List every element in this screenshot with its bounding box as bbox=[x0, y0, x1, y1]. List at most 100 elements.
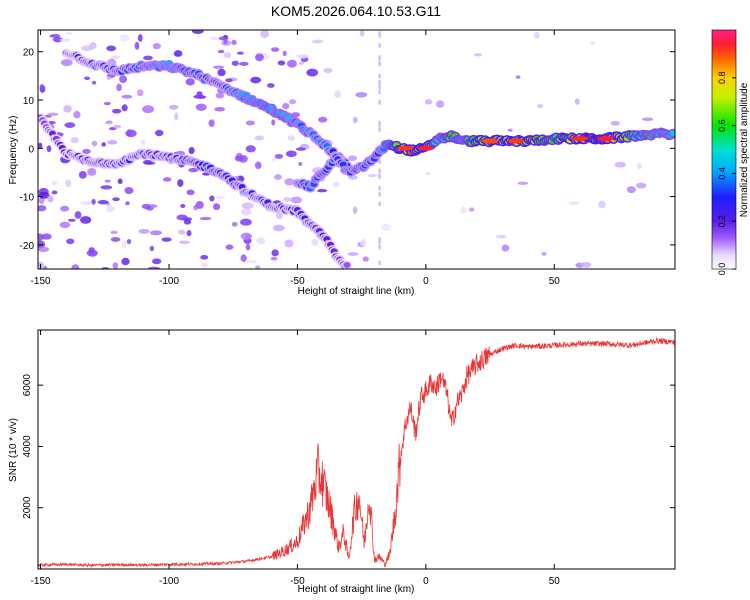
noise-blob bbox=[378, 79, 381, 85]
noise-blob bbox=[245, 120, 256, 126]
noise-blob bbox=[59, 38, 71, 42]
noise-blob bbox=[234, 155, 244, 162]
noise-blob bbox=[378, 185, 381, 191]
spectrogram-y-tick-label: 20 bbox=[23, 48, 35, 59]
noise-blob bbox=[295, 54, 307, 58]
spectrogram-x-tick-label: -100 bbox=[159, 276, 179, 287]
noise-blob bbox=[121, 257, 130, 266]
snr-x-tick-label: -100 bbox=[159, 576, 179, 587]
spectrogram-y-tick-label: -20 bbox=[20, 241, 35, 252]
colorbar-gradient bbox=[711, 29, 737, 270]
noise-blob bbox=[136, 89, 144, 97]
noise-blob bbox=[270, 47, 280, 52]
noise-blob bbox=[149, 245, 155, 252]
noise-blob bbox=[119, 75, 128, 83]
noise-blob bbox=[641, 117, 654, 121]
noise-blob bbox=[285, 150, 297, 158]
noise-blob bbox=[240, 207, 252, 216]
noise-blob bbox=[256, 237, 266, 245]
trace-peak bbox=[571, 136, 588, 142]
noise-blob bbox=[378, 99, 381, 105]
noise-blob bbox=[103, 101, 111, 106]
noise-blob bbox=[106, 45, 117, 52]
trace-peak bbox=[597, 136, 614, 142]
noise-blob bbox=[126, 238, 132, 245]
noise-blob bbox=[185, 78, 195, 86]
noise-blob bbox=[515, 75, 521, 80]
noise-blob bbox=[255, 265, 261, 269]
noise-blob bbox=[460, 206, 467, 214]
noise-blob bbox=[210, 36, 219, 41]
noise-blob bbox=[70, 136, 79, 144]
noise-blob bbox=[533, 31, 540, 39]
noise-blob bbox=[590, 41, 596, 46]
noise-blob bbox=[298, 61, 305, 65]
spectrogram-y-label: Frequency (Hz) bbox=[8, 116, 19, 185]
noise-blob bbox=[73, 110, 81, 119]
noise-blob bbox=[425, 171, 431, 176]
noise-blob bbox=[318, 116, 328, 123]
noise-blob bbox=[239, 61, 249, 66]
noise-blob bbox=[240, 218, 252, 226]
noise-blob bbox=[178, 229, 186, 235]
noise-blob bbox=[271, 119, 276, 126]
noise-blob bbox=[60, 59, 73, 67]
noise-blob bbox=[47, 195, 54, 203]
noise-blob bbox=[378, 89, 381, 95]
noise-blob bbox=[378, 239, 381, 245]
noise-blob bbox=[91, 198, 96, 205]
noise-blob bbox=[152, 43, 161, 50]
spectrogram-x-label: Height of straight line (km) bbox=[298, 286, 415, 297]
noise-blob bbox=[231, 221, 238, 227]
noise-blob bbox=[355, 91, 368, 98]
noise-blob bbox=[142, 160, 153, 165]
noise-blob bbox=[245, 243, 251, 251]
noise-blob bbox=[199, 216, 212, 221]
noise-blob bbox=[212, 203, 221, 211]
noise-blob bbox=[142, 105, 155, 114]
noise-blob bbox=[209, 195, 215, 202]
colorbar-tick-label: 0.4 bbox=[717, 167, 727, 180]
noise-blob bbox=[112, 262, 119, 269]
noise-blob bbox=[215, 92, 225, 99]
noise-blob bbox=[143, 55, 153, 61]
noise-blob bbox=[495, 234, 507, 239]
noise-blob bbox=[116, 83, 122, 92]
noise-blob bbox=[87, 168, 97, 176]
noise-blob bbox=[38, 205, 47, 212]
noise-blob bbox=[241, 202, 254, 209]
noise-blob bbox=[173, 50, 183, 57]
noise-blob bbox=[334, 90, 342, 99]
spectrogram-blobs bbox=[38, 30, 675, 269]
noise-blob bbox=[435, 100, 445, 108]
noise-blob bbox=[38, 197, 45, 205]
noise-blob bbox=[517, 181, 529, 185]
trace-peak bbox=[507, 138, 524, 144]
noise-blob bbox=[473, 53, 483, 57]
noise-blob bbox=[82, 148, 91, 154]
noise-blob bbox=[38, 233, 44, 241]
noise-blob bbox=[254, 135, 265, 141]
noise-blob bbox=[152, 258, 162, 265]
noise-blob bbox=[191, 30, 204, 34]
noise-blob bbox=[51, 190, 58, 195]
noise-blob bbox=[311, 39, 324, 44]
noise-blob bbox=[121, 94, 133, 99]
noise-blob bbox=[124, 186, 134, 195]
noise-blob bbox=[282, 103, 290, 110]
noise-blob bbox=[288, 99, 297, 105]
noise-blob bbox=[284, 178, 295, 186]
noise-blob bbox=[51, 180, 57, 186]
spectrogram-x-ticks: -150 -100 -50 0 50 bbox=[31, 30, 560, 287]
noise-blob bbox=[217, 68, 226, 77]
snr-frame bbox=[37, 329, 676, 570]
noise-blob bbox=[378, 260, 381, 266]
colorbar-ticks: 0.0 0.2 0.4 0.6 0.8 bbox=[717, 72, 736, 275]
noise-blob bbox=[176, 214, 188, 221]
noise-blob bbox=[362, 256, 369, 262]
spectrogram-y-tick-label: 0 bbox=[28, 144, 34, 155]
noise-blob bbox=[424, 99, 433, 105]
noise-blob bbox=[140, 139, 146, 146]
noise-blob bbox=[67, 218, 76, 222]
spectrogram-y-tick-label: 10 bbox=[23, 96, 35, 107]
